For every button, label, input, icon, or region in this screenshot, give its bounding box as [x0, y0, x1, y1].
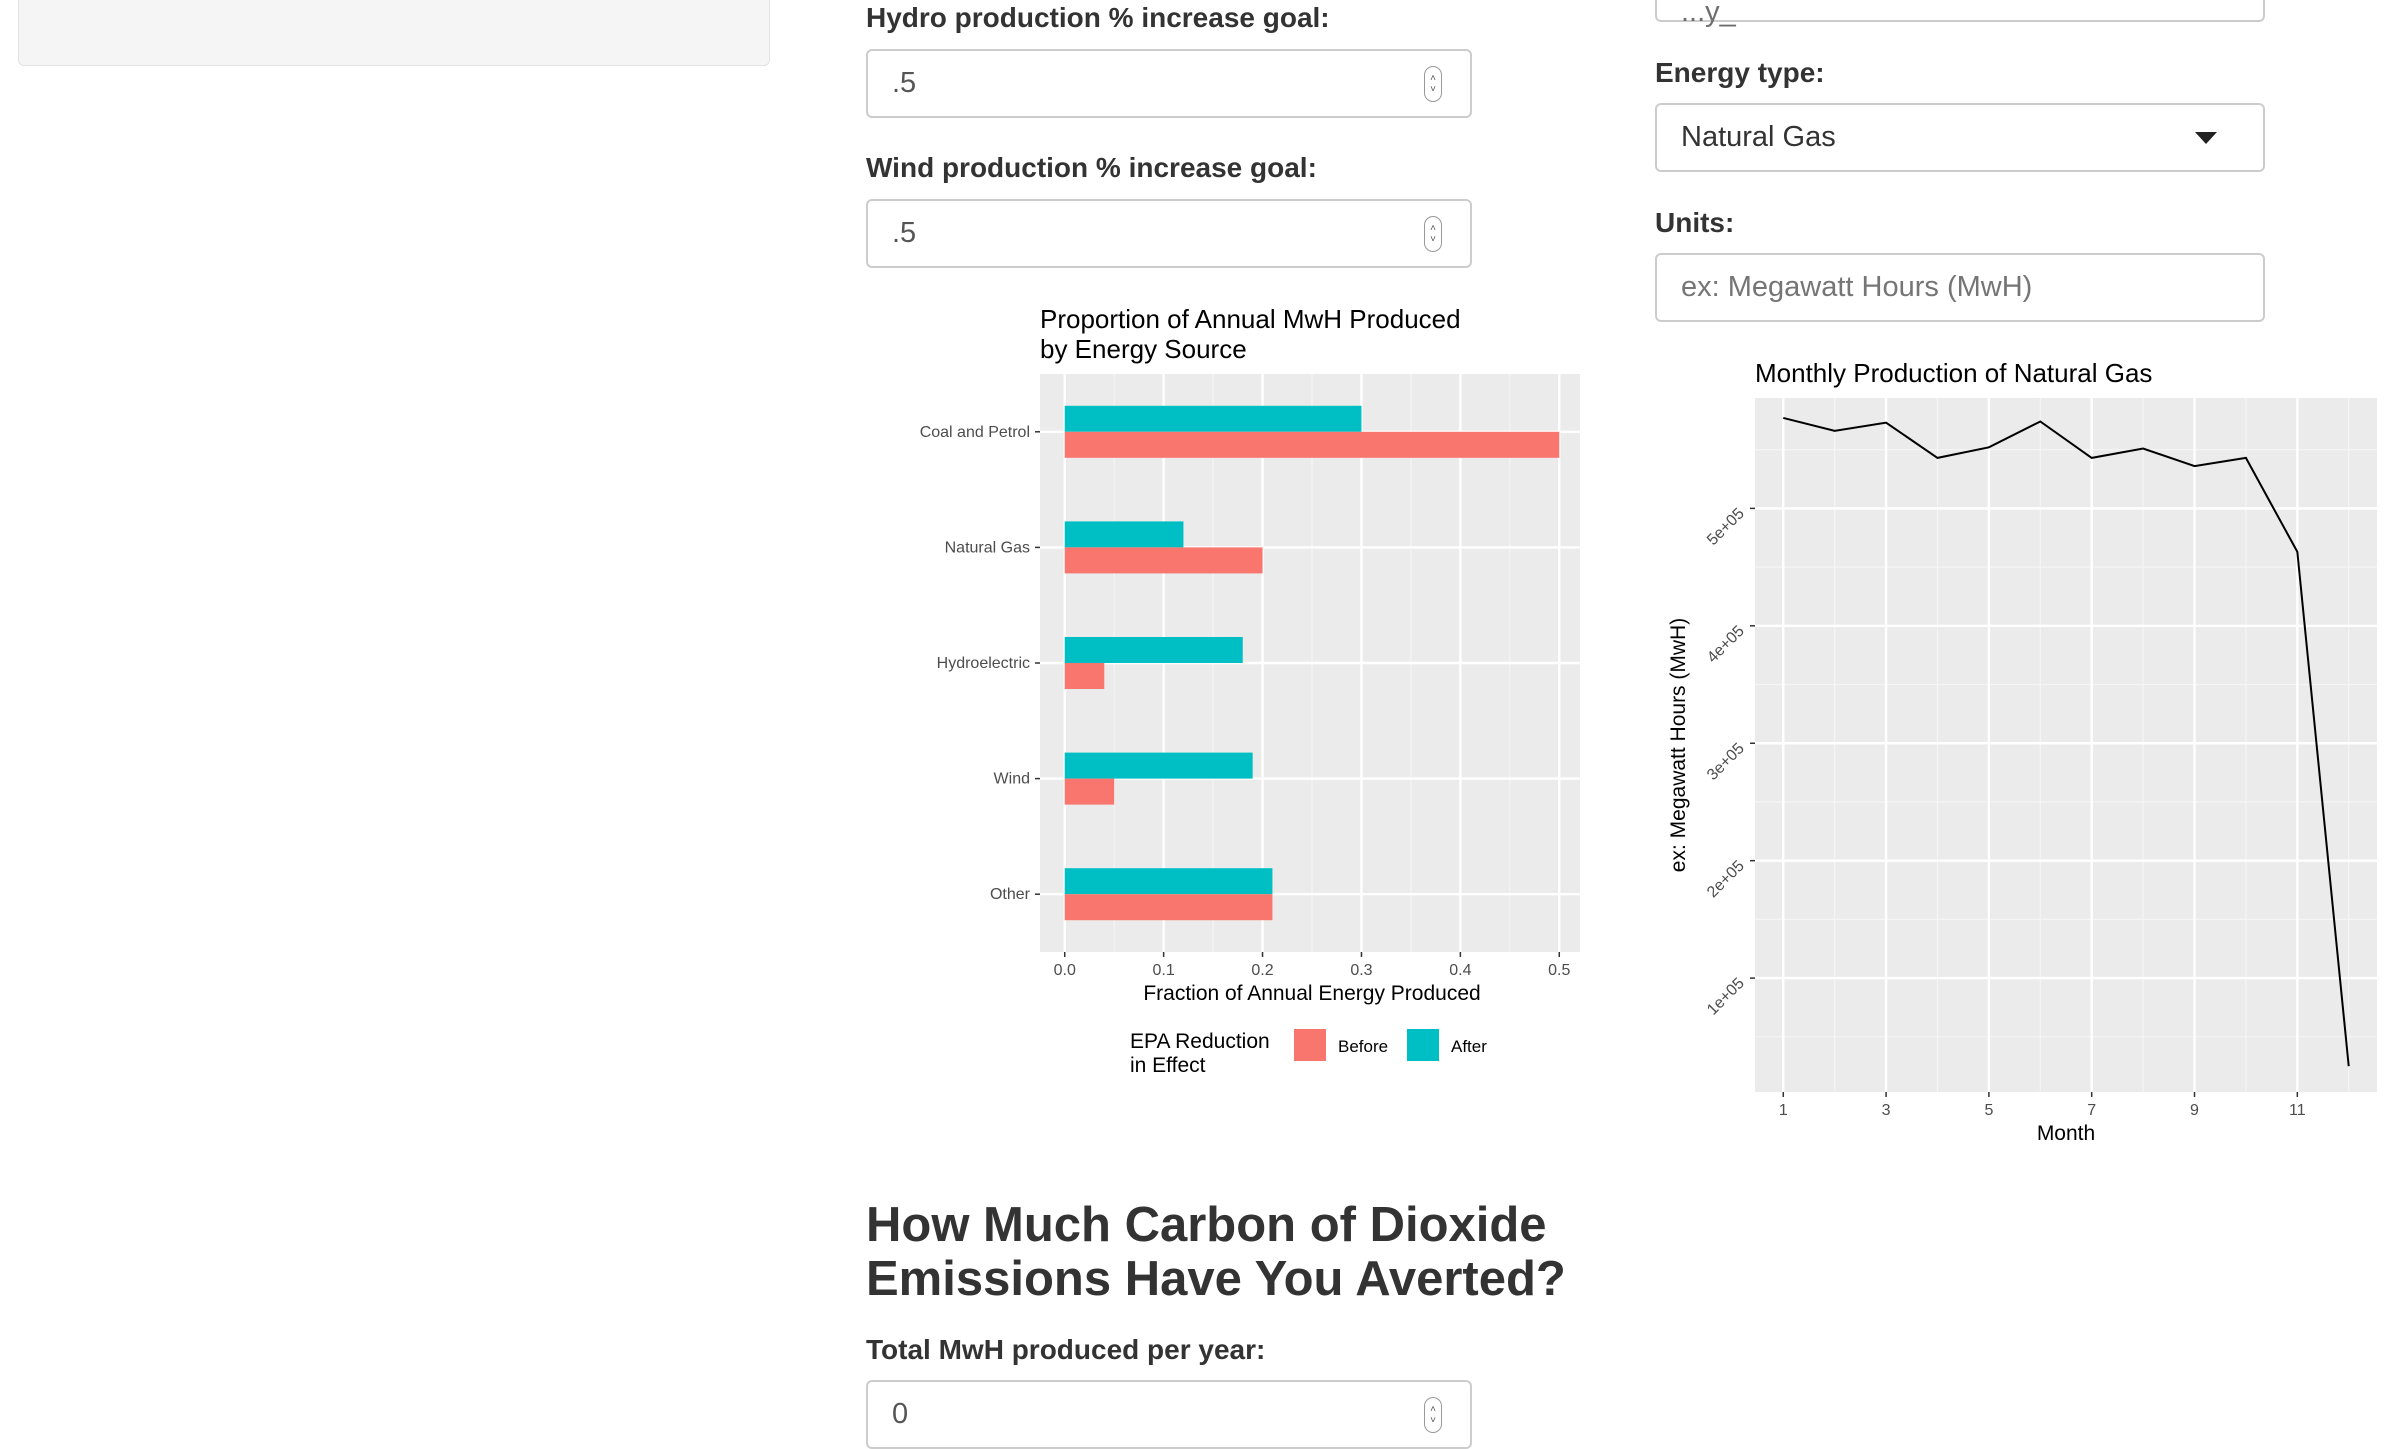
- legend-key-after: [1407, 1029, 1439, 1061]
- x-tick-label: 0.4: [1449, 962, 1471, 979]
- x-tick-label: 0.0: [1054, 962, 1076, 979]
- wind-goal-value: .5: [892, 217, 917, 249]
- bar-after-1: [1064, 521, 1184, 548]
- total-mwh-value: 0: [892, 1398, 909, 1430]
- y-tick-label: 3e+05: [1704, 740, 1748, 784]
- x-tick-label: 0.3: [1350, 962, 1372, 979]
- plot-panel: [1755, 398, 2377, 1092]
- y-tick-label: Hydroelectric: [937, 655, 1030, 672]
- hydro-goal-label: Hydro production % increase goal:: [866, 2, 1330, 33]
- x-axis-title: Fraction of Annual Energy Produced: [1143, 982, 1480, 1005]
- heading-line-1: How Much Carbon of Dioxide: [866, 1198, 1547, 1252]
- y-axis-title: ex: Megawatt Hours (MwH): [1667, 618, 1690, 872]
- number-spinner-icon[interactable]: ˄ ˅: [1424, 65, 1442, 102]
- x-tick-label: 0.2: [1251, 962, 1273, 979]
- heading-line-2: Emissions Have You Averted?: [866, 1252, 1566, 1306]
- bar-after-2: [1064, 636, 1243, 663]
- bar-before-3: [1064, 778, 1115, 805]
- caret-down-icon: [2195, 131, 2217, 144]
- bar-after-0: [1064, 405, 1362, 432]
- x-tick-label: 11: [2289, 1102, 2306, 1119]
- wind-goal-input[interactable]: .5 ˄ ˅: [866, 199, 1472, 268]
- y-tick-label: 5e+05: [1704, 505, 1748, 549]
- bar-before-1: [1064, 547, 1263, 574]
- energy-type-select[interactable]: Natural Gas: [1655, 103, 2265, 172]
- energy-type-label: Energy type:: [1655, 57, 1825, 88]
- x-tick-label: 9: [2190, 1102, 2199, 1119]
- units-input[interactable]: [1655, 253, 2265, 322]
- chart-title-line: by Energy Source: [1040, 334, 1247, 364]
- chart-title: Monthly Production of Natural Gas: [1755, 358, 2152, 388]
- x-tick-label: 0.5: [1548, 962, 1570, 979]
- total-mwh-input[interactable]: 0 ˄ ˅: [866, 1380, 1472, 1449]
- hydro-goal-value: .5: [892, 67, 917, 99]
- number-spinner-icon[interactable]: ˄ ˅: [1424, 215, 1442, 252]
- legend-title-line: EPA Reduction: [1130, 1030, 1270, 1053]
- hydro-goal-input[interactable]: .5 ˄ ˅: [866, 49, 1472, 118]
- units-field[interactable]: [1657, 255, 2263, 320]
- y-tick-label: Other: [990, 886, 1031, 903]
- x-tick-label: 5: [1984, 1102, 1993, 1119]
- legend-label-before: Before: [1338, 1037, 1388, 1056]
- production-line: [1783, 416, 2350, 1067]
- y-tick-label: 2e+05: [1704, 857, 1748, 901]
- y-tick-label: 1e+05: [1704, 975, 1748, 1019]
- y-tick-label: Natural Gas: [945, 539, 1030, 556]
- x-tick-label: 1: [1779, 1102, 1788, 1119]
- energy-source-bar-chart: Coal and Petrol Natural Gas Hydroelectric W…: [920, 304, 1580, 1077]
- number-spinner-icon[interactable]: ˄ ˅: [1424, 1396, 1442, 1433]
- bar-before-4: [1064, 894, 1273, 921]
- x-tick-label: 7: [2087, 1102, 2096, 1119]
- x-tick-label: 3: [1882, 1102, 1891, 1119]
- legend-label-after: After: [1451, 1037, 1487, 1056]
- bar-after-4: [1064, 868, 1273, 895]
- top-select-value: ...y_: [1681, 0, 1736, 28]
- sidebar-panel: [18, 0, 770, 66]
- legend-title-line: in Effect: [1130, 1054, 1206, 1077]
- bar-after-3: [1064, 752, 1253, 779]
- x-tick-label: 0.1: [1153, 962, 1175, 979]
- total-mwh-label: Total MwH produced per year:: [866, 1334, 1266, 1365]
- units-label: Units:: [1655, 207, 1735, 238]
- wind-goal-label: Wind production % increase goal:: [866, 152, 1317, 183]
- energy-type-value: Natural Gas: [1681, 121, 1836, 153]
- y-tick-label: Wind: [994, 771, 1030, 788]
- bar-before-2: [1064, 663, 1105, 690]
- bar-before-0: [1064, 431, 1560, 458]
- y-tick-label: 4e+05: [1704, 623, 1748, 667]
- y-tick-label: Coal and Petrol: [920, 424, 1030, 441]
- legend-key-before: [1294, 1029, 1326, 1061]
- carbon-averted-heading: How Much Carbon of Dioxide Emissions Hav…: [866, 1198, 1566, 1306]
- x-axis-title: Month: [2037, 1122, 2095, 1145]
- top-select-input[interactable]: ...y_: [1655, 0, 2265, 28]
- monthly-production-line-chart: 1 3 5 7 9 11 1e+05 2e+05 3e+05 4e+05 5e+05 Month ex:…: [1667, 358, 2377, 1145]
- chart-title-line: Proportion of Annual MwH Produced: [1040, 304, 1461, 334]
